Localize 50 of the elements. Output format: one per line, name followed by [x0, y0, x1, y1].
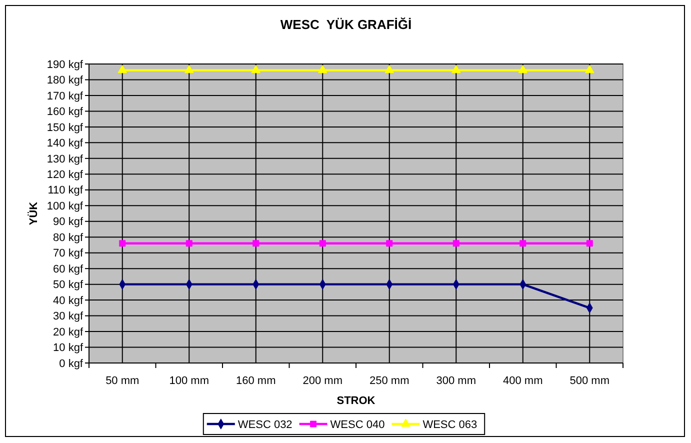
y-tick-label: 160 kgf — [46, 106, 84, 118]
point — [586, 240, 593, 247]
x-tick-label: 400 mm — [503, 375, 543, 387]
y-tick-label: 120 kgf — [46, 169, 84, 182]
y-tick-label: 110 kgf — [48, 184, 84, 197]
point — [318, 64, 328, 74]
point — [184, 64, 194, 74]
y-tick-label: 50 kgf — [53, 279, 84, 292]
point — [520, 240, 526, 247]
point — [118, 64, 128, 74]
x-tick-label: 100 mm — [169, 375, 209, 387]
x-axis-title: STROK — [336, 395, 376, 407]
y-tick-label: 10 kgf — [53, 342, 84, 354]
x-tick-label: 250 mm — [370, 375, 410, 387]
y-tick-label: 180 kgf — [46, 74, 84, 87]
chart-title: WESC YÜK GRAFİĞİ — [280, 17, 412, 32]
x-tick-label: 500 mm — [570, 375, 610, 387]
legend-label: WESC 040 — [330, 418, 385, 431]
legend-label: WESC 032 — [238, 418, 292, 431]
x-tick-label: 160 mm — [236, 375, 276, 387]
x-tick-label: 200 mm — [302, 375, 342, 387]
legend-label: WESC 063 — [422, 418, 478, 431]
point — [252, 240, 260, 247]
x-tick-label: 300 mm — [436, 375, 476, 387]
point — [584, 64, 594, 74]
y-tick-label: 100 kgf — [46, 200, 84, 212]
y-tick-label: 20 kgf — [53, 326, 84, 338]
point — [186, 240, 192, 247]
x-tick-label: 50 mm — [106, 375, 140, 387]
y-tick-label: 130 kgf — [46, 153, 84, 166]
point — [251, 64, 261, 74]
y-tick-label: 40 kgf — [53, 294, 84, 307]
y-tick-label: 0 kgf — [59, 358, 84, 370]
point — [451, 64, 461, 74]
point — [518, 64, 528, 74]
y-axis-title: YÜK — [27, 202, 40, 226]
y-tick-label: 150 kgf — [46, 122, 84, 134]
point — [452, 240, 460, 247]
y-tick-label: 80 kgf — [53, 232, 84, 244]
y-tick-label: 90 kgf — [53, 216, 84, 228]
point — [319, 240, 326, 247]
y-tick-label: 30 kgf — [53, 310, 84, 323]
y-tick-label: 140 kgf — [46, 138, 84, 150]
point — [386, 240, 393, 247]
y-tick-label: 60 kgf — [53, 263, 84, 276]
y-tick-label: 190 kgf — [46, 58, 84, 71]
point — [384, 64, 394, 74]
point — [119, 240, 126, 247]
y-tick-label: 70 kgf — [53, 248, 84, 260]
y-tick-label: 170 kgf — [46, 90, 84, 102]
